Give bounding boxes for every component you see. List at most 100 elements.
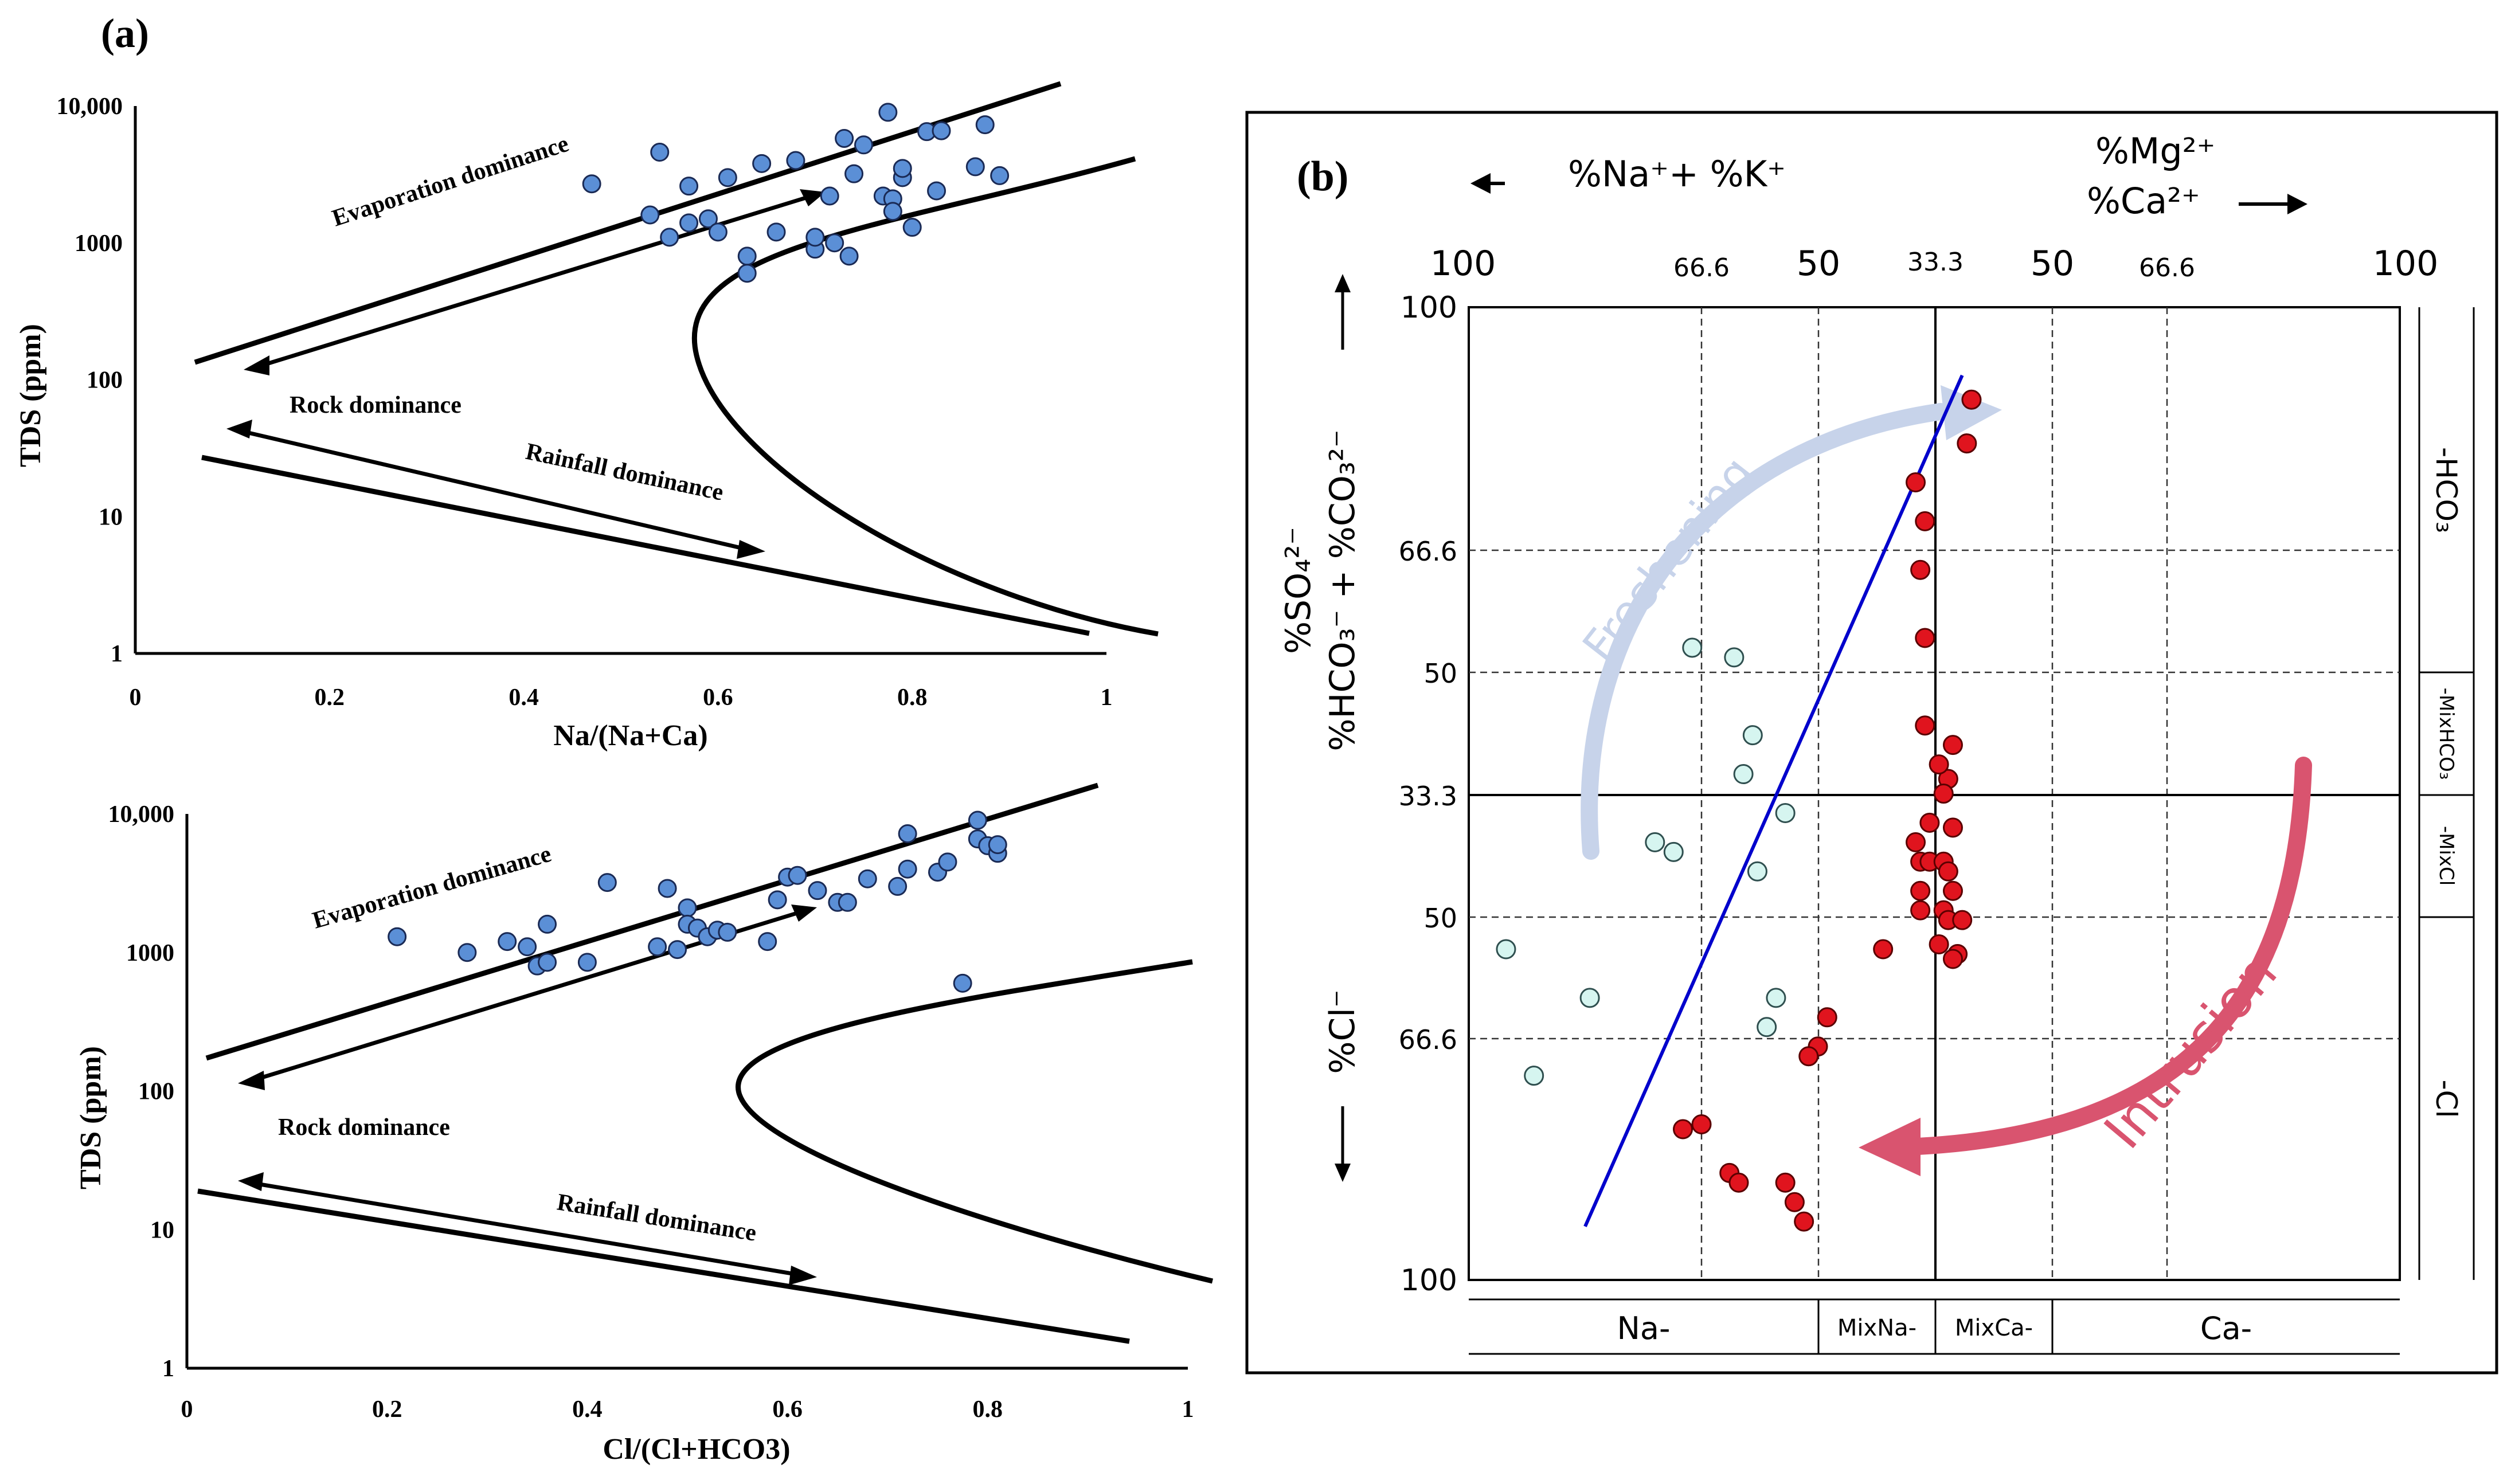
freshening-arrow-head xyxy=(1941,385,2002,440)
intrusion-sample-point xyxy=(1919,812,1940,833)
so4-label: %SO₄²⁻ xyxy=(1278,527,1319,654)
intrusion-sample-point xyxy=(1957,433,1977,454)
data-point xyxy=(678,898,697,918)
intrusion-sample-point xyxy=(1915,715,1935,736)
y-axis-label: TDS (ppm) xyxy=(75,1046,107,1189)
intrusion-sample-point xyxy=(1817,1007,1837,1028)
data-point xyxy=(737,264,757,283)
data-point xyxy=(457,943,477,962)
data-point xyxy=(898,824,917,843)
top-tick-labels: 100 66.6 50 33.3 50 66.6 100 xyxy=(1430,244,2439,284)
data-point xyxy=(965,157,985,177)
x-tick-label: 0.8 xyxy=(973,1396,1003,1423)
x-tick-label: 0.2 xyxy=(315,684,345,711)
down-arrow-head xyxy=(1335,1164,1351,1182)
data-point xyxy=(518,937,537,957)
intrusion-sample-point xyxy=(1929,754,1949,775)
data-point xyxy=(938,852,957,872)
evaporation-label: Evaporation dominance xyxy=(310,841,554,934)
freshening-sample-point xyxy=(1747,861,1767,882)
data-point xyxy=(878,103,898,122)
data-point xyxy=(640,205,660,225)
gibbs-chart-na: Evaporation dominance Rock dominance Rai… xyxy=(14,81,1159,752)
evaporation-arrow xyxy=(260,193,816,368)
data-point xyxy=(498,932,517,952)
data-point xyxy=(648,937,667,957)
class-ca: Ca- xyxy=(2200,1310,2252,1346)
data-points xyxy=(582,103,1010,283)
x-tick-label: 0.6 xyxy=(772,1396,803,1423)
data-point xyxy=(718,922,737,942)
intrusion-arrow xyxy=(1909,757,2312,1155)
intrusion-sample-point xyxy=(1938,861,1958,882)
freshening-sample-point xyxy=(1524,1066,1544,1086)
freshening-sample-point xyxy=(1663,841,1684,862)
intrusion-sample-point xyxy=(1933,784,1954,804)
intrusion-sample-point xyxy=(1942,949,1963,969)
y-tick-label: 1 xyxy=(111,641,123,667)
top-tick-label: 66.6 xyxy=(2139,253,2195,283)
data-point xyxy=(768,890,787,910)
data-point xyxy=(538,914,557,934)
class-mixcl: -MixCl xyxy=(2435,826,2458,886)
data-point xyxy=(388,927,407,946)
intrusion-sample-point xyxy=(1910,559,1931,580)
y-tick-label: 100 xyxy=(138,1079,174,1105)
left-tick-label: 50 xyxy=(1423,903,1457,934)
data-point xyxy=(737,246,757,266)
top-tick-label: 66.6 xyxy=(1673,253,1730,283)
class-hco3: -HCO₃ xyxy=(2430,447,2463,533)
data-point xyxy=(808,881,827,900)
data-point xyxy=(679,177,699,196)
data-point xyxy=(932,121,951,140)
y-tick-label: 100 xyxy=(87,367,123,394)
y-tick-labels: 1 10 100 1000 10,000 xyxy=(108,801,175,1382)
top-tick-label: 100 xyxy=(2373,244,2439,284)
data-point xyxy=(838,892,857,912)
intrusion-sample-point xyxy=(1961,389,1982,410)
freshening-arrow xyxy=(1581,403,1949,860)
intrusion-sample-point xyxy=(1942,880,1963,901)
data-point xyxy=(766,222,786,242)
data-point xyxy=(805,228,825,247)
rainfall-arrow-head xyxy=(789,1266,817,1285)
left-tick-label: 100 xyxy=(1401,1263,1457,1298)
left-tick-label: 50 xyxy=(1423,658,1457,689)
intrusion-arrow-head xyxy=(1859,1118,1921,1176)
rock-label: Rock dominance xyxy=(278,1114,450,1141)
evaporation-arrow-head xyxy=(791,905,817,922)
data-point xyxy=(902,218,922,237)
left-tick-labels: 100 66.6 50 33.3 50 66.6 100 xyxy=(1399,291,1457,1298)
data-point xyxy=(839,246,859,266)
data-point xyxy=(858,869,877,888)
x-tick-label: 0.4 xyxy=(572,1396,603,1423)
freshening-sample-point xyxy=(1733,764,1754,785)
y-tick-labels: 1 10 100 1000 10,000 xyxy=(57,93,123,667)
x-tick-label: 1 xyxy=(1182,1396,1194,1423)
data-point xyxy=(990,166,1010,185)
x-tick-label: 1 xyxy=(1101,684,1113,711)
data-point xyxy=(975,115,995,135)
evaporation-label: Evaporation dominance xyxy=(329,131,572,232)
x-axis-label: Cl/(Cl+HCO3) xyxy=(603,1433,790,1466)
rainfall-lower-curve xyxy=(201,455,1090,636)
data-point xyxy=(888,876,908,896)
y-tick-label: 10 xyxy=(99,504,123,530)
gibbs-boundary-curve xyxy=(736,959,1214,1284)
data-point xyxy=(786,151,805,170)
panel-b-label: (b) xyxy=(1297,153,1348,200)
evaporation-arrow-head xyxy=(800,189,826,206)
data-point xyxy=(538,953,557,972)
freshening-sample-point xyxy=(1757,1017,1777,1037)
data-point xyxy=(758,932,777,952)
panel-b-frame xyxy=(1245,111,2498,1375)
data-point xyxy=(698,209,718,229)
top-tick-label: 50 xyxy=(2031,244,2074,284)
y-tick-label: 1 xyxy=(162,1356,174,1382)
intrusion-sample-point xyxy=(1929,934,1949,955)
data-point xyxy=(988,835,1007,855)
trend-line xyxy=(1583,374,1964,1227)
intrusion-sample-point xyxy=(1910,900,1931,921)
class-mixca: MixCa- xyxy=(1955,1315,2033,1341)
